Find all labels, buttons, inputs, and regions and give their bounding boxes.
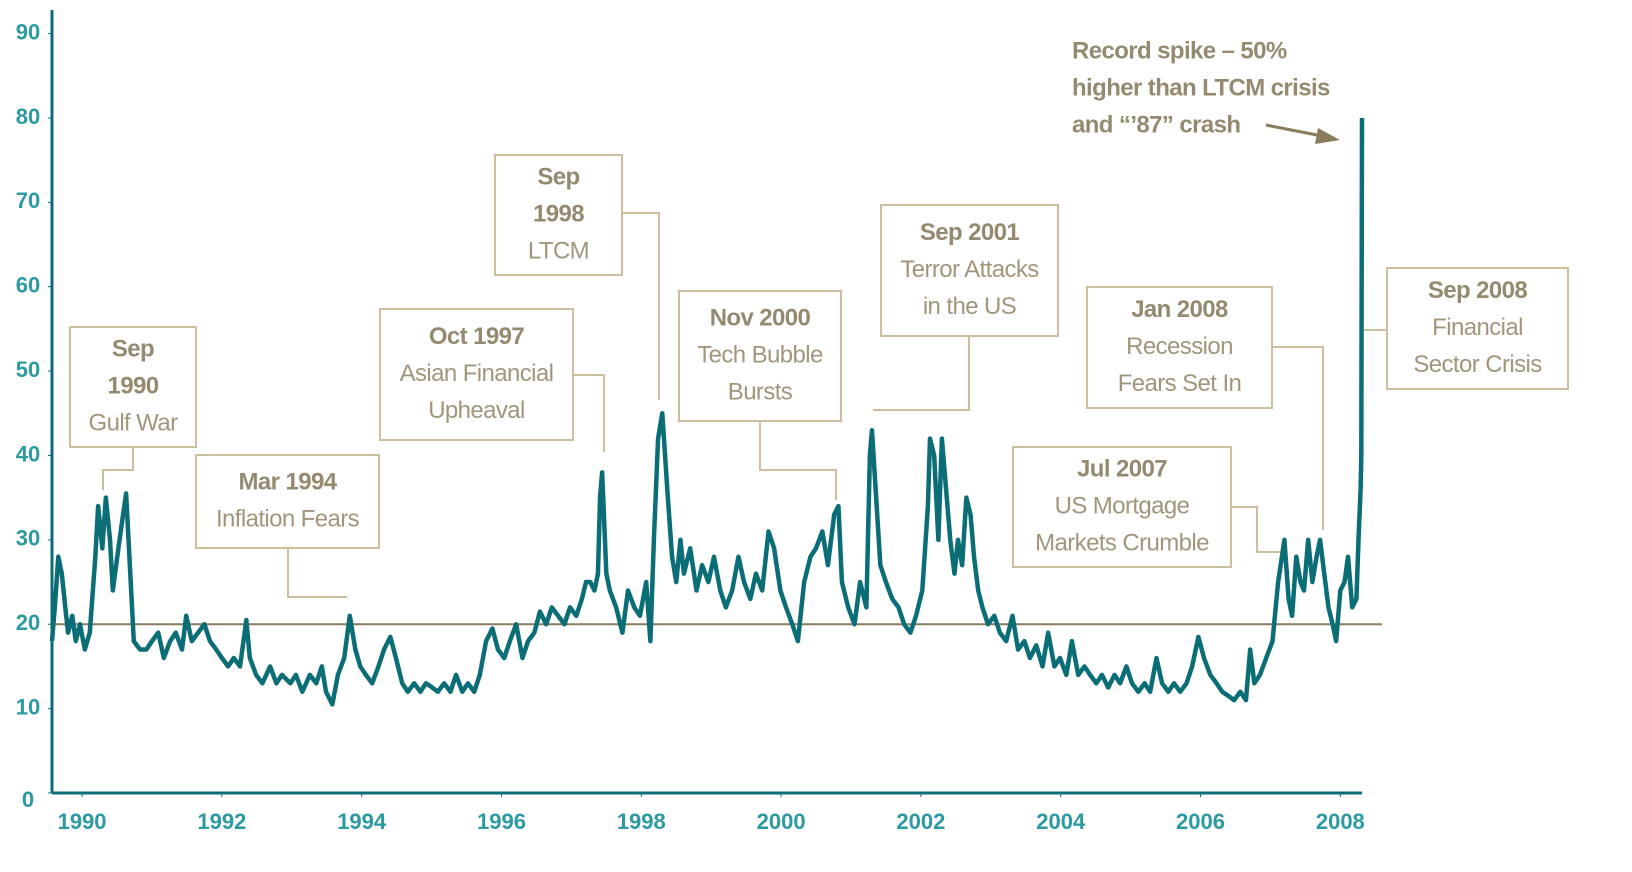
annotation-box [494, 154, 623, 276]
leader-line [873, 336, 970, 411]
y-tick-label: 20 [16, 610, 40, 635]
y-tick-label: 90 [16, 19, 40, 44]
annotation-text: Gulf War [89, 409, 179, 436]
leader-line [573, 374, 605, 452]
annotation-title: 1998 [533, 200, 584, 227]
y-tick-label: 50 [16, 357, 40, 382]
annotation-title: Mar 1994 [239, 468, 338, 495]
callout-text: and “’87” crash [1072, 111, 1240, 138]
x-tick-label: 1992 [197, 809, 246, 834]
x-tick-label: 2008 [1316, 809, 1365, 834]
annotation-title: Oct 1997 [429, 323, 525, 350]
annotation-text: in the US [923, 293, 1016, 320]
series-line [49, 117, 1365, 707]
annotation-text: US Mortgage [1055, 492, 1190, 519]
callout-arrowhead [1315, 128, 1340, 144]
annotation-text: Asian Financial [400, 360, 554, 387]
leader-line [1272, 346, 1324, 530]
annotation-title: 1990 [108, 372, 159, 399]
y-tick-label: 30 [16, 526, 40, 551]
x-tick-label: 1994 [337, 809, 387, 834]
annotation-box [69, 326, 197, 448]
annotation-text: Recession [1126, 333, 1233, 360]
leader-line [102, 447, 134, 490]
annotation-box [880, 204, 1059, 337]
y-tick-label: 60 [16, 273, 40, 298]
annotation-text: Bursts [728, 378, 793, 405]
leader-line [1231, 506, 1283, 553]
leader-line [287, 548, 347, 598]
annotation-text: Markets Crumble [1035, 529, 1209, 556]
annotation-box [1086, 286, 1273, 409]
leader-line [622, 212, 660, 400]
data-layer [49, 117, 1365, 707]
annotation-box [1386, 267, 1569, 390]
x-tick-label: 2004 [1036, 809, 1086, 834]
annotation-text: Terror Attacks [900, 256, 1039, 283]
annotation-title: Sep [112, 335, 154, 362]
callout-text: Record spike – 50% [1072, 37, 1287, 64]
annotation-title: Jan 2008 [1131, 296, 1228, 323]
leader-line [759, 421, 837, 500]
annotation-text: Tech Bubble [697, 341, 823, 368]
annotation-text: Inflation Fears [216, 505, 360, 532]
y-tick-label: 70 [16, 188, 40, 213]
y-tick-label: 0 [22, 787, 34, 812]
annotation-box [195, 454, 380, 549]
callout-arrow [1265, 123, 1323, 138]
x-tick-label: 1990 [58, 809, 107, 834]
x-tick-label: 2002 [896, 809, 945, 834]
annotation-text: LTCM [528, 237, 589, 264]
annotation-box [1012, 446, 1232, 568]
annotation-layer: Sep 1990 Gulf War Mar 1994 Inflation Fears Oc… [69, 37, 1569, 598]
grid-layer: 0 10 20 30 40 50 60 70 80 90 1990 1992 1994 1996 1998 2… [16, 10, 1382, 834]
annotation-title: Sep 2008 [1428, 277, 1528, 304]
annotation-box [678, 290, 842, 422]
annotation-title: Sep [537, 163, 579, 190]
annotation-text: Upheaval [428, 397, 525, 424]
annotation-text: Fears Set In [1118, 370, 1242, 397]
y-tick-label: 40 [16, 441, 40, 466]
x-tick-label: 1996 [477, 809, 526, 834]
annotation-title: Jul 2007 [1077, 455, 1167, 482]
annotation-text: Sector Crisis [1413, 351, 1542, 378]
annotation-text: Financial [1432, 314, 1523, 341]
y-tick-label: 10 [16, 694, 40, 719]
x-tick-label: 2006 [1176, 809, 1225, 834]
annotation-box [379, 308, 574, 441]
callout-text: higher than LTCM crisis [1072, 74, 1330, 101]
annotation-title: Nov 2000 [710, 304, 811, 331]
y-tick-label: 80 [16, 104, 40, 129]
x-tick-label: 2000 [757, 809, 806, 834]
annotation-title: Sep 2001 [920, 219, 1020, 246]
x-tick-label: 1998 [617, 809, 666, 834]
